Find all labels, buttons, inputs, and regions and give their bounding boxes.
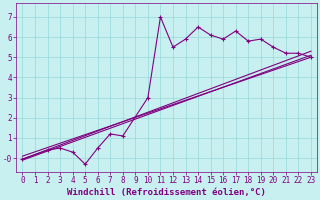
X-axis label: Windchill (Refroidissement éolien,°C): Windchill (Refroidissement éolien,°C) (67, 188, 266, 197)
